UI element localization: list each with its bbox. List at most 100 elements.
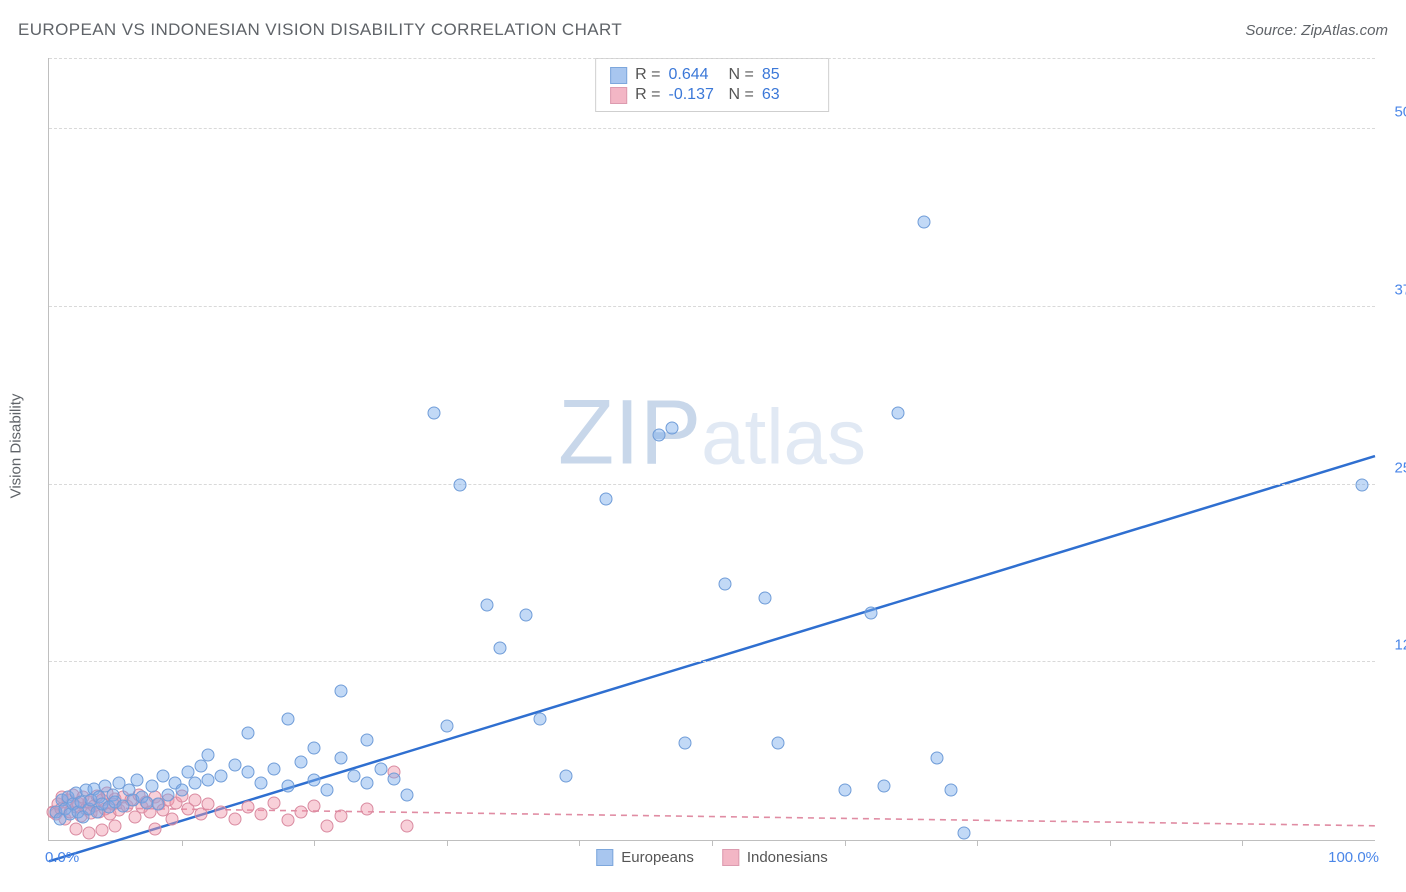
r-value-1: -0.137 [669,86,721,104]
scatter-point-indonesians [188,794,201,807]
scatter-point-europeans [918,215,931,228]
scatter-point-europeans [294,755,307,768]
scatter-point-europeans [1355,478,1368,491]
scatter-point-europeans [387,772,400,785]
scatter-point-indonesians [109,819,122,832]
scatter-point-europeans [719,578,732,591]
x-max-label: 100.0% [1328,849,1379,866]
r-label-0: R = [635,66,660,84]
scatter-point-europeans [361,734,374,747]
scatter-point-europeans [652,428,665,441]
x-tick [579,840,580,846]
chart-header: EUROPEAN VS INDONESIAN VISION DISABILITY… [18,20,1388,40]
scatter-point-europeans [268,762,281,775]
scatter-point-europeans [130,774,143,787]
y-tick-label: 50.0% [1381,104,1406,121]
scatter-point-europeans [944,784,957,797]
scatter-point-europeans [480,599,493,612]
legend-label-indonesians: Indonesians [747,849,828,866]
scatter-point-europeans [772,737,785,750]
gridline [49,484,1375,485]
x-tick [447,840,448,846]
scatter-point-europeans [838,784,851,797]
legend-item-europeans: Europeans [596,849,694,866]
n-label-1: N = [729,86,754,104]
y-tick-label: 25.0% [1381,459,1406,476]
legend-swatch-indonesians [722,849,739,866]
scatter-point-europeans [162,788,175,801]
scatter-point-indonesians [321,819,334,832]
scatter-point-indonesians [255,808,268,821]
scatter-point-europeans [891,407,904,420]
scatter-point-europeans [321,784,334,797]
scatter-point-indonesians [228,812,241,825]
stats-row-europeans: R = 0.644 N = 85 [610,65,814,85]
scatter-point-europeans [202,774,215,787]
scatter-point-indonesians [294,805,307,818]
scatter-point-indonesians [149,822,162,835]
scatter-point-europeans [957,826,970,839]
scatter-point-europeans [308,774,321,787]
y-tick-label: 12.5% [1381,637,1406,654]
scatter-point-indonesians [308,799,321,812]
scatter-point-europeans [599,492,612,505]
scatter-point-europeans [361,777,374,790]
scatter-point-indonesians [69,822,82,835]
scatter-point-europeans [334,751,347,764]
scatter-point-europeans [146,779,159,792]
scatter-point-europeans [666,421,679,434]
scatter-point-indonesians [96,824,109,837]
scatter-point-europeans [241,765,254,778]
scatter-point-europeans [533,713,546,726]
x-min-label: 0.0% [45,849,79,866]
scatter-point-indonesians [166,812,179,825]
n-value-1: 63 [762,86,814,104]
gridline [49,58,1375,59]
r-value-0: 0.644 [669,66,721,84]
gridline [49,661,1375,662]
source-label: Source: ZipAtlas.com [1245,22,1388,39]
n-label-0: N = [729,66,754,84]
scatter-point-europeans [151,798,164,811]
scatter-point-europeans [255,777,268,790]
legend-swatch-europeans [596,849,613,866]
scatter-point-europeans [493,642,506,655]
x-tick [977,840,978,846]
r-label-1: R = [635,86,660,104]
scatter-point-indonesians [401,819,414,832]
chart-plot-area: ZIPatlas R = 0.644 N = 85 R = -0.137 N =… [48,58,1375,841]
chart-title: EUROPEAN VS INDONESIAN VISION DISABILITY… [18,20,622,40]
swatch-europeans [610,67,627,84]
scatter-point-europeans [157,770,170,783]
scatter-point-indonesians [82,826,95,839]
scatter-point-europeans [195,760,208,773]
scatter-point-europeans [374,762,387,775]
x-tick [182,840,183,846]
x-tick [1110,840,1111,846]
scatter-point-indonesians [334,809,347,822]
y-axis-title: Vision Disability [8,394,25,499]
scatter-point-europeans [308,741,321,754]
scatter-point-europeans [440,720,453,733]
x-tick [712,840,713,846]
scatter-point-europeans [427,407,440,420]
x-tick [1242,840,1243,846]
scatter-point-europeans [281,779,294,792]
n-value-0: 85 [762,66,814,84]
scatter-point-europeans [281,713,294,726]
scatter-point-europeans [865,606,878,619]
scatter-point-europeans [401,788,414,801]
trend-lines-layer [49,58,1375,840]
scatter-point-europeans [878,779,891,792]
source-prefix: Source: [1245,22,1301,39]
scatter-point-europeans [334,684,347,697]
scatter-point-europeans [759,592,772,605]
scatter-point-europeans [215,770,228,783]
swatch-indonesians [610,87,627,104]
scatter-point-indonesians [268,797,281,810]
scatter-point-europeans [679,737,692,750]
scatter-point-indonesians [361,802,374,815]
scatter-point-indonesians [202,798,215,811]
scatter-point-indonesians [281,814,294,827]
scatter-point-europeans [188,777,201,790]
